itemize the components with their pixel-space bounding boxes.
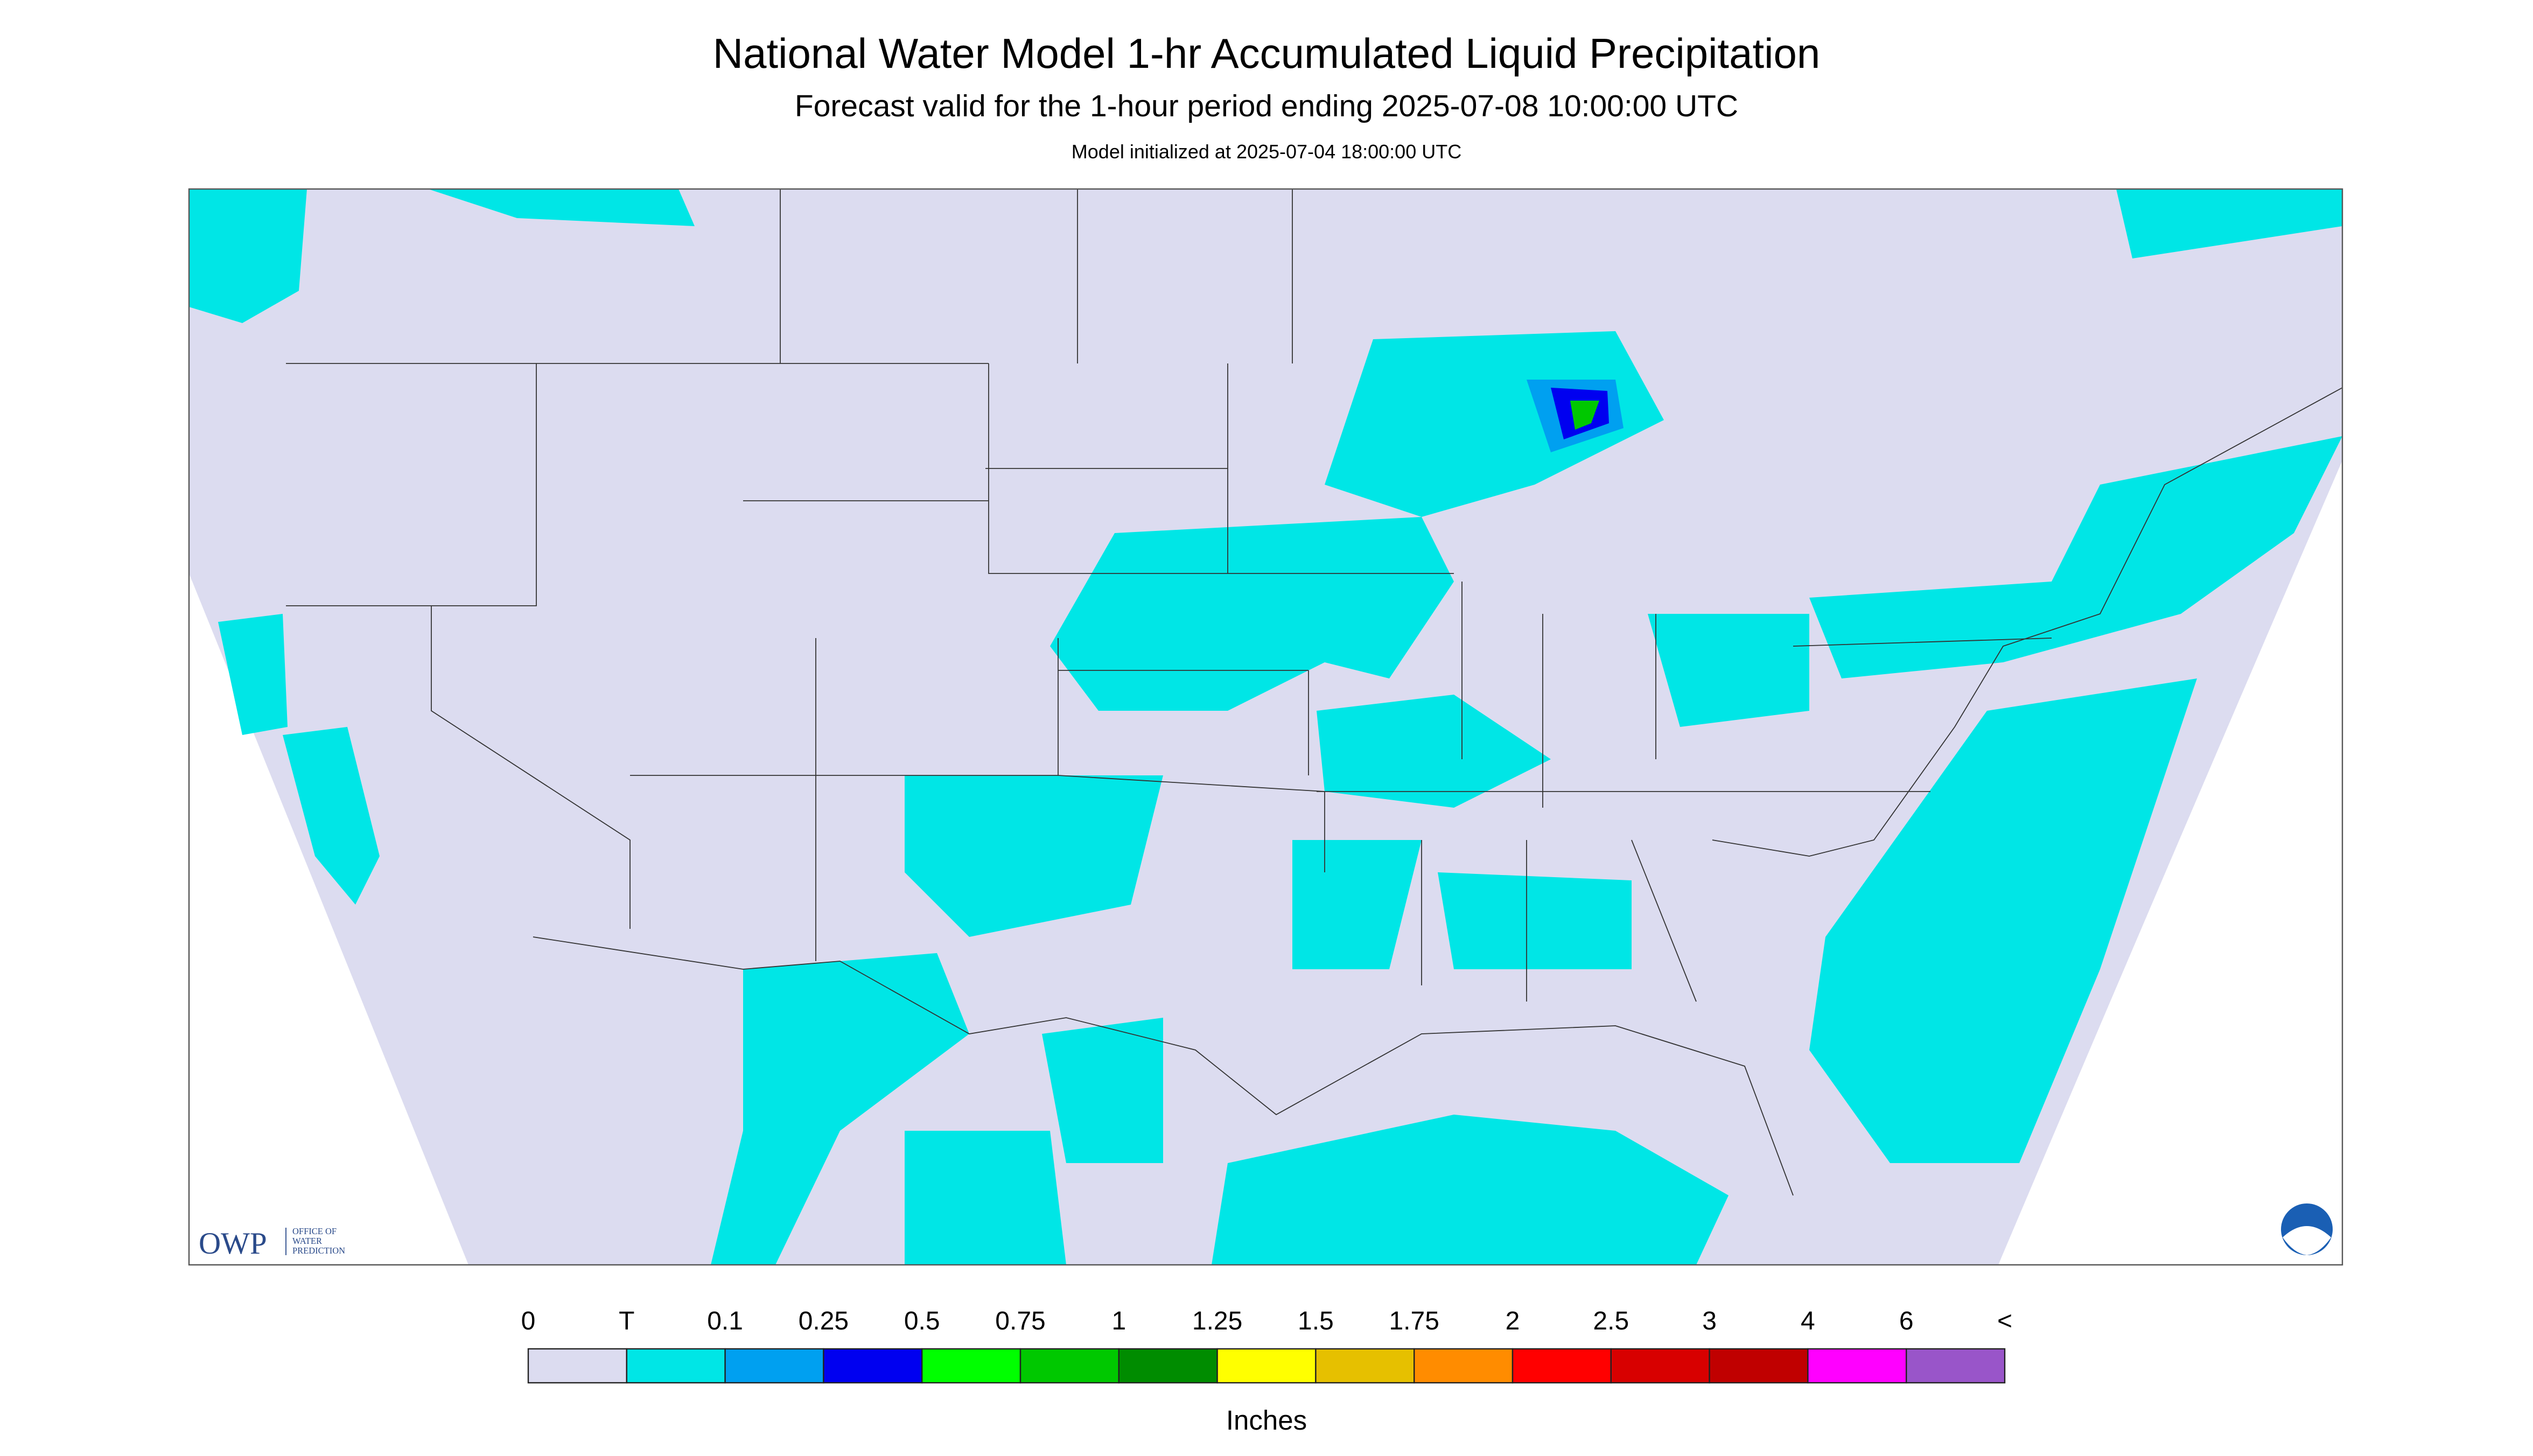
legend-label: 0.75 <box>995 1307 1045 1335</box>
projection-edge <box>189 573 468 1265</box>
legend-swatch <box>1709 1348 1809 1384</box>
boundaries <box>188 188 2343 1266</box>
legend-swatch <box>1610 1348 1710 1384</box>
logo-line: OFFICE OF <box>292 1226 337 1236</box>
legend-label: 0.5 <box>904 1307 940 1335</box>
noaa-logo <box>2281 1203 2333 1256</box>
map: OWP OFFICE OF WATER PREDICTION <box>188 188 2343 1266</box>
logo-line: PREDICTION <box>292 1245 345 1256</box>
legend-swatch <box>724 1348 824 1384</box>
legend-swatch <box>1118 1348 1218 1384</box>
legend-swatch <box>1414 1348 1514 1384</box>
legend-label: 0 <box>521 1307 536 1335</box>
title: National Water Model 1-hr Accumulated Li… <box>713 30 1821 77</box>
legend-swatch <box>527 1348 628 1384</box>
legend-label: 1.25 <box>1192 1307 1242 1335</box>
owp-logo: OWP OFFICE OF WATER PREDICTION <box>199 1226 345 1261</box>
legend-swatch <box>1216 1348 1317 1384</box>
subtitle: Forecast valid for the 1-hour period end… <box>795 89 1738 123</box>
legend-swatch <box>823 1348 923 1384</box>
legend-label: 0.1 <box>707 1307 743 1335</box>
legend-label: T <box>619 1307 634 1335</box>
init-time: Model initialized at 2025-07-04 18:00:00… <box>1072 141 1461 163</box>
legend-label: 3 <box>1702 1307 1717 1335</box>
legend-swatch <box>1512 1348 1612 1384</box>
legend-swatch <box>1019 1348 1120 1384</box>
legend-swatch <box>921 1348 1021 1384</box>
precipitation <box>189 189 2342 1265</box>
logo-name: OWP <box>199 1227 267 1261</box>
legend-label: 2.5 <box>1593 1307 1629 1335</box>
legend-label: 1.5 <box>1298 1307 1334 1335</box>
legend: 0 T 0.1 0.25 0.5 0.75 1 1.25 1.5 1.75 2 2.5 3 4 6 < <box>521 1307 2012 1384</box>
legend-label: 2 <box>1506 1307 1520 1335</box>
legend-label: 6 <box>1899 1307 1914 1335</box>
legend-label: 0.25 <box>799 1307 849 1335</box>
legend-swatch <box>1315 1348 1415 1384</box>
legend-unit: Inches <box>1226 1405 1307 1436</box>
logo-line: WATER <box>292 1236 322 1246</box>
projection-edge <box>1998 460 2342 1265</box>
legend-label: 1 <box>1111 1307 1126 1335</box>
legend-swatch <box>1905 1348 2006 1384</box>
legend-label: < <box>1997 1307 2012 1335</box>
legend-label: 1.75 <box>1389 1307 1439 1335</box>
legend-label: 4 <box>1801 1307 1815 1335</box>
legend-swatch <box>1807 1348 1907 1384</box>
legend-swatch <box>626 1348 726 1384</box>
